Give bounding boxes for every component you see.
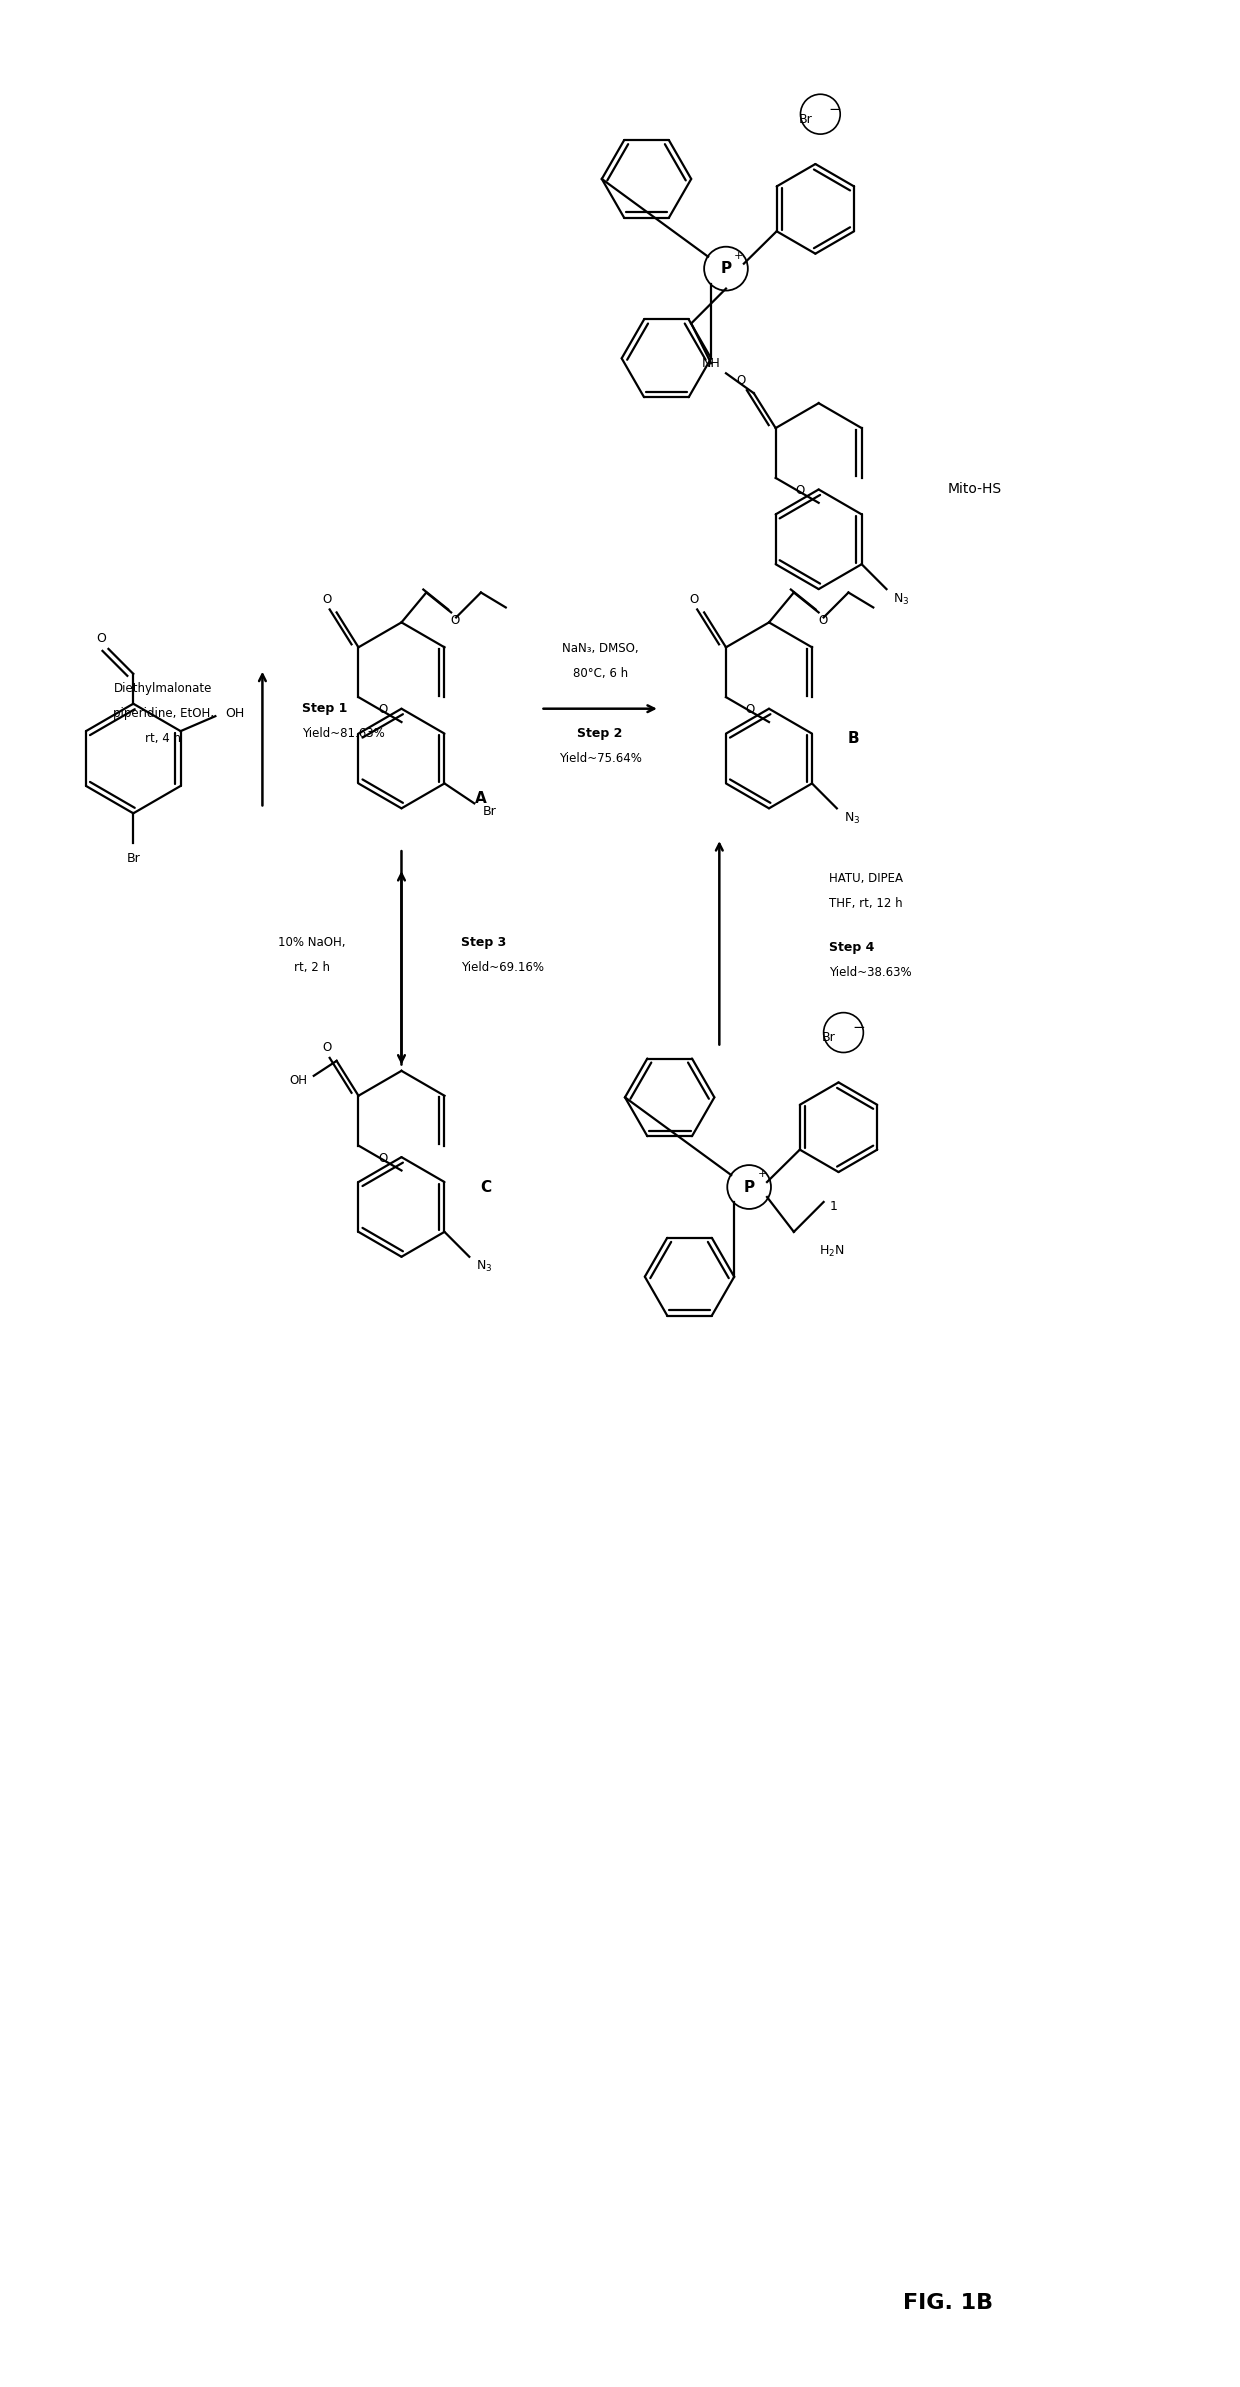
Text: rt, 4 h: rt, 4 h <box>145 733 181 745</box>
Text: P: P <box>720 260 732 277</box>
Text: Br: Br <box>822 1031 836 1043</box>
Text: O: O <box>450 613 460 628</box>
Text: B: B <box>848 730 859 747</box>
Text: A: A <box>475 790 487 807</box>
Text: Step 4: Step 4 <box>828 940 874 955</box>
Text: O: O <box>322 592 331 606</box>
Text: Yield~75.64%: Yield~75.64% <box>559 752 641 764</box>
Text: −: − <box>852 1019 864 1036</box>
Text: rt, 2 h: rt, 2 h <box>294 962 330 974</box>
Text: C: C <box>480 1179 491 1194</box>
Text: N$_3$: N$_3$ <box>893 592 910 606</box>
Text: N$_3$: N$_3$ <box>843 812 859 826</box>
Text: NH: NH <box>702 356 720 370</box>
Text: Step 1: Step 1 <box>303 702 347 716</box>
Text: O: O <box>378 704 388 716</box>
Text: O: O <box>322 1041 331 1055</box>
Text: 10% NaOH,: 10% NaOH, <box>278 936 346 950</box>
Text: Diethylmalonate: Diethylmalonate <box>114 683 212 695</box>
Text: O: O <box>745 704 755 716</box>
Text: Br: Br <box>482 804 496 819</box>
Text: H$_2$N: H$_2$N <box>818 1244 844 1260</box>
Text: NaN₃, DMSO,: NaN₃, DMSO, <box>562 642 639 656</box>
Text: piperidine, EtOH,: piperidine, EtOH, <box>113 707 213 721</box>
Text: 1: 1 <box>830 1201 837 1213</box>
Text: N$_3$: N$_3$ <box>476 1260 492 1275</box>
Text: +: + <box>734 251 744 260</box>
Text: FIG. 1B: FIG. 1B <box>903 2294 993 2313</box>
Text: O: O <box>97 633 107 644</box>
Text: Yield~38.63%: Yield~38.63% <box>828 967 911 979</box>
Text: Yield~81.63%: Yield~81.63% <box>303 728 384 740</box>
Text: −: − <box>828 103 842 117</box>
Text: +: + <box>758 1170 766 1179</box>
Text: THF, rt, 12 h: THF, rt, 12 h <box>828 898 903 909</box>
Text: P: P <box>744 1179 755 1194</box>
Text: O: O <box>737 375 745 387</box>
Text: Br: Br <box>799 112 812 127</box>
Text: Mito-HS: Mito-HS <box>947 482 1002 496</box>
Text: Br: Br <box>126 852 140 864</box>
Text: OH: OH <box>226 707 244 721</box>
Text: O: O <box>689 592 699 606</box>
Text: 80°C, 6 h: 80°C, 6 h <box>573 668 627 680</box>
Text: Step 2: Step 2 <box>578 728 622 740</box>
Text: O: O <box>796 485 805 496</box>
Text: Step 3: Step 3 <box>461 936 506 950</box>
Text: Yield~69.16%: Yield~69.16% <box>461 962 544 974</box>
Text: OH: OH <box>290 1074 308 1088</box>
Text: O: O <box>378 1151 388 1165</box>
Text: HATU, DIPEA: HATU, DIPEA <box>828 871 903 886</box>
Text: O: O <box>818 613 827 628</box>
